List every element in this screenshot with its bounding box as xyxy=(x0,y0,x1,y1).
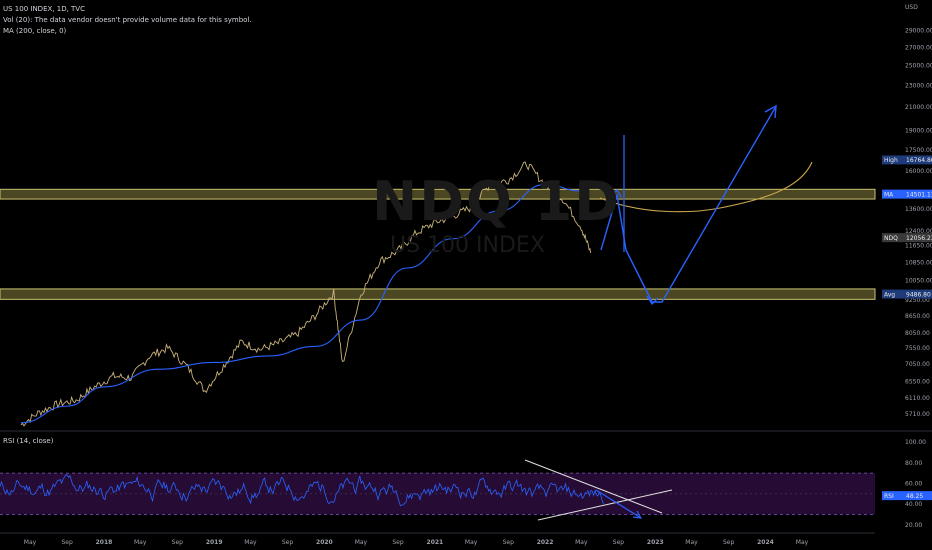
tag-0-label: High xyxy=(884,157,898,164)
zone-tag-0-value-box xyxy=(904,189,932,199)
projection-path xyxy=(600,107,776,303)
tag-0-label-box xyxy=(882,155,904,165)
zone-tag-1-value-box xyxy=(904,289,932,299)
y-tick-label: 27000.00 xyxy=(905,45,932,52)
x-tick-label: 2021 xyxy=(427,539,444,546)
rsi-tick-label: 60.00 xyxy=(905,480,922,487)
y-tick-label: 13600.00 xyxy=(905,206,932,213)
zone-tag-1-label: Avg xyxy=(884,291,895,298)
x-tick-label: 2024 xyxy=(757,539,774,546)
y-tick-label: 6110.00 xyxy=(905,395,930,402)
rsi-tag-value-box xyxy=(904,491,932,501)
tag-1-label-box xyxy=(882,233,904,243)
x-tick-label: May xyxy=(355,539,368,546)
y-tick-label: 23000.00 xyxy=(905,82,932,89)
y-tick-label: 5710.00 xyxy=(905,411,930,418)
tag-0-value-box xyxy=(904,155,932,165)
y-tick-label: 9250.00 xyxy=(905,297,930,304)
watermark-name: US 100 INDEX xyxy=(390,233,545,258)
y-tick-label: 25000.00 xyxy=(905,63,932,70)
y-tick-label: 12400.00 xyxy=(905,228,932,235)
rsi-arrowhead xyxy=(632,510,643,519)
y-axis-unit: USD xyxy=(905,4,918,11)
x-tick-label: May xyxy=(465,539,478,546)
zone-0 xyxy=(0,188,876,200)
x-tick-label: 2020 xyxy=(316,539,333,546)
zone-1 xyxy=(0,288,876,300)
x-tick-label: 2019 xyxy=(206,539,223,546)
tag-1-label: NDQ xyxy=(884,235,898,242)
y-tick-label: 6550.00 xyxy=(905,378,930,385)
x-tick-label: Sep xyxy=(172,539,184,546)
arrowhead-up-large xyxy=(764,104,777,119)
rsi-tag-label: RSI xyxy=(884,493,894,500)
y-tick-label: 19000.00 xyxy=(905,127,932,134)
y-tick-label: 7550.00 xyxy=(905,345,930,352)
x-tick-label: Sep xyxy=(723,539,735,546)
x-tick-label: Sep xyxy=(282,539,294,546)
y-tick-label: 8050.00 xyxy=(905,330,930,337)
y-tick-label: 29000.00 xyxy=(905,28,932,35)
ma-legend[interactable]: MA (200, close, 0) xyxy=(3,27,67,35)
x-tick-label: Sep xyxy=(613,539,625,546)
rsi-pane[interactable] xyxy=(0,459,875,521)
x-tick-label: 2022 xyxy=(537,539,554,546)
y-tick-label: 7050.00 xyxy=(905,361,930,368)
y-tick-label: 11650.00 xyxy=(905,243,932,250)
price-series-line xyxy=(20,161,592,427)
x-tick-label: May xyxy=(575,539,588,546)
x-tick-label: May xyxy=(244,539,257,546)
rsi-line xyxy=(0,474,604,507)
price-pane[interactable] xyxy=(0,104,876,427)
symbol-legend[interactable]: US 100 INDEX, 1D, TVC xyxy=(3,5,85,13)
y-tick-label: 8650.00 xyxy=(905,313,930,320)
rsi-tick-label: 100.00 xyxy=(905,439,926,446)
rsi-tag-label-box xyxy=(882,491,904,501)
rsi-tick-label: 40.00 xyxy=(905,501,922,508)
rsi-trendline-down xyxy=(524,459,663,514)
zone-tag-1-value: 9486.80 xyxy=(906,291,931,298)
x-tick-label: May xyxy=(685,539,698,546)
zone-tag-1-label-box xyxy=(882,289,904,299)
zone-tag-0-label: MA xyxy=(884,191,894,198)
arrowhead-up-small xyxy=(611,188,622,198)
rsi-tick-label: 20.00 xyxy=(905,522,922,529)
y-tick-label: 16000.00 xyxy=(905,168,932,175)
price-tags: High 16764.86 NDQ 12056.23 MA 14501.11 Avg 9486… xyxy=(882,155,932,501)
rsi-trendline-up xyxy=(537,489,673,521)
x-tick-label: May xyxy=(24,539,37,546)
zone-tag-0-label-box xyxy=(882,189,904,199)
arrowhead-down xyxy=(646,295,659,306)
x-tick-label: May xyxy=(134,539,147,546)
y-tick-label: 21000.00 xyxy=(905,104,932,111)
zone-tag-0-value: 14501.11 xyxy=(906,191,932,198)
watermark-ticker: NDQ 1D xyxy=(372,170,622,233)
rsi-tag-value: 48.25 xyxy=(906,493,923,500)
tag-1-value: 12056.23 xyxy=(906,235,932,242)
y-tick-label: 17500.00 xyxy=(905,147,932,154)
rsi-legend[interactable]: RSI (14, close) xyxy=(3,437,54,445)
x-tick-label: May xyxy=(796,539,809,546)
rsi-arrow-line xyxy=(595,489,642,519)
tag-0-value: 16764.86 xyxy=(906,157,932,164)
tag-1-value-box xyxy=(904,233,932,243)
x-tick-label: Sep xyxy=(61,539,73,546)
rsi-tick-label: 80.00 xyxy=(905,460,922,467)
ma-line xyxy=(20,184,582,424)
y-tick-label: 10050.00 xyxy=(905,278,932,285)
volume-legend[interactable]: Vol (20): The data vendor doesn't provid… xyxy=(3,16,252,24)
x-tick-label: Sep xyxy=(392,539,404,546)
y-tick-label: 10850.00 xyxy=(905,259,932,266)
ma-projection-line xyxy=(599,161,813,213)
x-tick-label: 2018 xyxy=(96,539,113,546)
x-tick-label: 2023 xyxy=(647,539,664,546)
axes: USD 5710.00 6110.00 6550.00 7050.00 7550.00 80… xyxy=(0,4,932,546)
x-tick-label: Sep xyxy=(503,539,515,546)
